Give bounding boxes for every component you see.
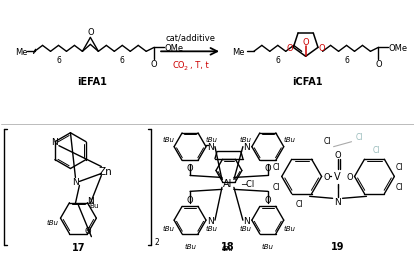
Text: O: O	[84, 226, 91, 235]
Text: O: O	[187, 163, 193, 172]
Text: N: N	[244, 142, 250, 152]
Text: O: O	[264, 195, 271, 204]
Text: iCFA1: iCFA1	[293, 77, 323, 87]
Text: O: O	[334, 151, 341, 160]
Text: tBu: tBu	[206, 136, 218, 142]
Text: N: N	[244, 216, 250, 225]
Text: O: O	[346, 172, 353, 181]
Text: , T, t: , T, t	[190, 60, 209, 70]
Text: tBu: tBu	[162, 225, 174, 231]
Text: tBu: tBu	[283, 136, 295, 142]
Text: cat/additive: cat/additive	[165, 34, 215, 43]
Text: tBu: tBu	[222, 245, 234, 251]
Text: tBu: tBu	[206, 225, 218, 231]
Text: O: O	[323, 172, 330, 181]
Text: 2: 2	[183, 66, 187, 70]
Text: 6: 6	[56, 56, 61, 65]
Text: N: N	[51, 138, 58, 147]
Text: N: N	[208, 142, 215, 152]
Text: 18: 18	[221, 241, 235, 251]
Text: O: O	[319, 44, 325, 53]
Text: Me: Me	[15, 48, 27, 57]
Text: tBu: tBu	[240, 225, 252, 231]
Text: Cl: Cl	[324, 137, 331, 146]
Text: tBu: tBu	[46, 219, 59, 225]
Text: O: O	[151, 59, 157, 69]
Text: N: N	[334, 197, 341, 206]
Text: N: N	[72, 177, 79, 186]
Text: Cl: Cl	[396, 162, 403, 171]
Text: Al: Al	[223, 179, 233, 189]
Text: tBu: tBu	[283, 225, 295, 231]
Text: $^t$Bu: $^t$Bu	[87, 199, 100, 210]
Text: tBu: tBu	[262, 243, 274, 249]
Text: N: N	[87, 196, 94, 205]
Text: Zn: Zn	[98, 166, 112, 176]
Text: O: O	[87, 28, 94, 37]
Text: Me: Me	[232, 48, 244, 57]
Text: Cl: Cl	[356, 133, 363, 142]
Text: tBu: tBu	[184, 243, 196, 249]
Text: O: O	[375, 59, 382, 69]
Text: Cl: Cl	[296, 199, 303, 208]
Text: tBu: tBu	[240, 136, 252, 142]
Text: tBu: tBu	[162, 136, 174, 142]
Text: 6: 6	[275, 56, 280, 65]
Text: 17: 17	[72, 242, 85, 252]
Text: ─Cl: ─Cl	[241, 179, 254, 188]
Text: O: O	[264, 163, 271, 172]
Text: N: N	[208, 216, 215, 225]
Text: 19: 19	[331, 241, 344, 251]
Text: 6: 6	[120, 56, 125, 65]
Text: O: O	[303, 38, 309, 47]
Text: Cl: Cl	[373, 146, 380, 154]
Text: Cl: Cl	[396, 182, 403, 191]
Text: 6: 6	[344, 56, 349, 65]
Text: iEFA1: iEFA1	[78, 77, 107, 87]
Text: O: O	[187, 195, 193, 204]
Text: OMe: OMe	[389, 44, 408, 53]
Text: V: V	[334, 172, 341, 182]
Text: CO: CO	[172, 60, 185, 70]
Text: 2: 2	[155, 236, 159, 246]
Text: OMe: OMe	[165, 44, 184, 53]
Text: Cl: Cl	[273, 162, 280, 171]
Text: O: O	[286, 44, 293, 53]
Text: Cl: Cl	[273, 182, 280, 191]
